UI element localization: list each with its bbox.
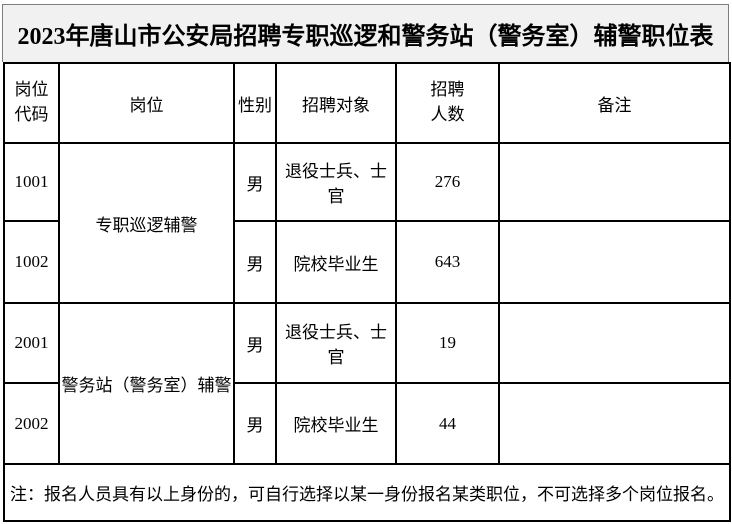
- count-cell: 276: [395, 142, 500, 222]
- gender-cell: 男: [233, 220, 277, 304]
- table-row: 1002 男 院校毕业生 643: [3, 220, 731, 304]
- count-cell: 44: [395, 382, 500, 465]
- job-code-cell: 1002: [3, 220, 60, 304]
- position-table: 岗位 代码 岗位 性别 招聘对象 招聘 人数 备注 1001 专职巡逻辅警 男 …: [3, 62, 731, 522]
- remark-cell: [498, 302, 731, 384]
- remark-cell: [498, 142, 731, 222]
- header-cell-code: 岗位 代码: [3, 62, 60, 144]
- count-cell: 643: [395, 220, 500, 304]
- table-row: 2002 男 院校毕业生 44: [3, 382, 731, 465]
- page-title: 2023年唐山市公安局招聘专职巡逻和警务站（警务室）辅警职位表: [2, 4, 729, 62]
- gender-cell: 男: [233, 302, 277, 384]
- job-code-cell: 2002: [3, 382, 60, 465]
- header-cell-position: 岗位: [58, 62, 235, 144]
- remark-cell: [498, 220, 731, 304]
- header-cell-target: 招聘对象: [275, 62, 397, 144]
- header-cell-gender: 性别: [233, 62, 277, 144]
- target-cell: 院校毕业生: [275, 220, 397, 304]
- target-cell: 退役士兵、士官: [275, 302, 397, 384]
- gender-cell: 男: [233, 382, 277, 465]
- table-note: 注：报名人员具有以上身份的，可自行选择以某一身份报名某类职位，不可选择多个岗位报…: [3, 463, 731, 522]
- position-name-cell: 警务站（警务室）辅警: [58, 302, 235, 465]
- target-cell: 院校毕业生: [275, 382, 397, 465]
- job-code-cell: 1001: [3, 142, 60, 222]
- table-note-row: 注：报名人员具有以上身份的，可自行选择以某一身份报名某类职位，不可选择多个岗位报…: [3, 463, 731, 522]
- table-header-row: 岗位 代码 岗位 性别 招聘对象 招聘 人数 备注: [3, 62, 731, 144]
- remark-cell: [498, 382, 731, 465]
- position-name-cell: 专职巡逻辅警: [58, 142, 235, 304]
- job-code-cell: 2001: [3, 302, 60, 384]
- count-cell: 19: [395, 302, 500, 384]
- table-row: 2001 警务站（警务室）辅警 男 退役士兵、士官 19: [3, 302, 731, 465]
- header-cell-remark: 备注: [498, 62, 731, 144]
- header-cell-count: 招聘 人数: [395, 62, 500, 144]
- table-row: 1001 专职巡逻辅警 男 退役士兵、士官 276: [3, 142, 731, 304]
- target-cell: 退役士兵、士官: [275, 142, 397, 222]
- gender-cell: 男: [233, 142, 277, 222]
